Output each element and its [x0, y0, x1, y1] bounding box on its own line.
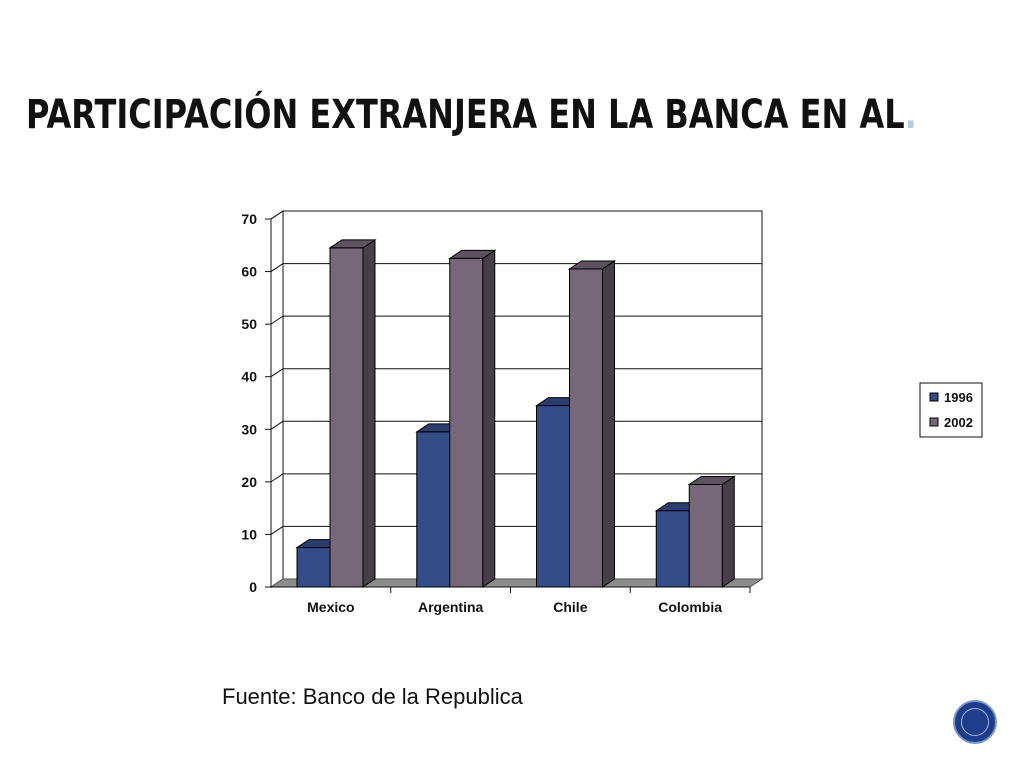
bar-colombia-1996 [655, 510, 690, 588]
gridline-side [270, 420, 284, 430]
legend-swatch-1996 [929, 392, 939, 402]
y-tick-label: 60 [241, 264, 257, 280]
bar-argentina-2002 [449, 257, 484, 588]
chart-legend [919, 382, 983, 438]
bar-side [721, 475, 735, 588]
x-tick-label: Colombia [658, 599, 722, 615]
bar-mexico-2002 [329, 247, 364, 588]
bar-chile-2002 [569, 268, 603, 588]
x-tick-label: Argentina [418, 599, 484, 615]
legend-swatch-2002 [929, 417, 939, 427]
gridline-side [270, 210, 284, 220]
y-tick-label: 40 [241, 369, 257, 385]
bar-argentina-1996 [416, 431, 451, 588]
legend-label-2002: 2002 [944, 415, 973, 430]
bar-chile-1996 [536, 405, 570, 588]
source-note: Fuente: Banco de la Republica [222, 684, 523, 709]
bar-side [482, 249, 496, 588]
bar-colombia-2002 [688, 483, 723, 588]
slide-title-dot: . [904, 92, 917, 138]
bar-mexico-1996 [296, 547, 331, 588]
gridline-side [270, 368, 284, 378]
bar-side [602, 260, 615, 588]
bar-side [362, 238, 376, 588]
y-tick-label: 0 [249, 579, 257, 595]
x-tick-label: Mexico [307, 599, 354, 615]
circle-nav-icon[interactable] [953, 700, 997, 744]
circle-nav-inner [961, 708, 989, 736]
gridline-side [270, 473, 284, 483]
gridline-side [270, 315, 284, 325]
y-tick-label: 30 [241, 421, 257, 437]
slide-title-text: PARTICIPACIÓN EXTRANJERA EN LA BANCA EN … [26, 92, 905, 138]
y-tick-label: 10 [241, 526, 257, 542]
x-tick-label: Chile [553, 599, 587, 615]
gridline-side [270, 263, 284, 272]
y-tick-label: 70 [241, 211, 257, 227]
gridline-side [270, 526, 284, 535]
y-tick-label: 50 [241, 316, 257, 332]
legend-label-1996: 1996 [944, 390, 973, 405]
slide-title: PARTICIPACIÓN EXTRANJERA EN LA BANCA EN … [26, 92, 917, 138]
y-tick-label: 20 [241, 474, 257, 490]
